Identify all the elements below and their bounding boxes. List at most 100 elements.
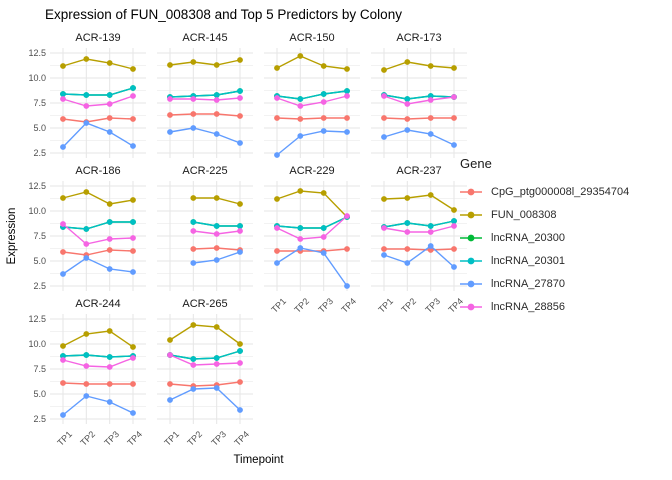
data-point-lncRNA_28856	[83, 241, 90, 247]
data-point-lncRNA_27870	[190, 386, 197, 392]
facet-panel-ACR-186	[50, 181, 146, 291]
legend-swatch-icon	[460, 211, 482, 218]
data-point-FUN_008308	[60, 195, 66, 201]
legend-swatch-icon	[460, 188, 482, 195]
data-point-lncRNA_27870	[106, 129, 113, 135]
data-point-FUN_008308	[404, 195, 411, 201]
data-point-FUN_008308	[130, 344, 136, 350]
legend-swatch-icon	[460, 234, 482, 241]
data-point-lncRNA_28856	[213, 97, 220, 103]
data-point-lncRNA_28856	[130, 93, 136, 99]
data-point-lncRNA_27870	[106, 399, 113, 405]
data-point-CpG_ptg000008l_29354704	[451, 246, 457, 252]
legend-point	[467, 257, 475, 264]
legend-swatch-icon	[460, 257, 482, 264]
data-point-lncRNA_20301	[83, 352, 90, 358]
data-point-CpG_ptg000008l_29354704	[297, 116, 304, 122]
data-point-lncRNA_27870	[344, 283, 350, 289]
series-line-lncRNA_20301	[62, 87, 134, 96]
data-point-lncRNA_27870	[190, 125, 197, 131]
data-point-lncRNA_28856	[237, 360, 243, 366]
data-point-lncRNA_27870	[451, 264, 457, 270]
facet-title-ACR-237: ACR-237	[396, 165, 442, 177]
legend-entry-lncRNA_28856: lncRNA_28856	[460, 295, 670, 318]
y-tick-label: 12.5	[28, 180, 46, 191]
chart-title: Expression of FUN_008308 and Top 5 Predi…	[45, 7, 402, 22]
y-tick-label: 10.0	[28, 205, 46, 216]
data-point-CpG_ptg000008l_29354704	[130, 381, 136, 387]
data-point-CpG_ptg000008l_29354704	[237, 379, 243, 385]
data-point-FUN_008308	[130, 66, 136, 72]
data-point-lncRNA_20301	[320, 225, 327, 231]
data-point-lncRNA_27870	[381, 252, 387, 258]
legend-label: CpG_ptg000008l_29354704	[491, 185, 630, 198]
series-line-lncRNA_27870	[169, 387, 241, 411]
x-tick-label: TP1	[269, 296, 289, 315]
facet-title-ACR-173: ACR-173	[396, 32, 442, 44]
data-point-CpG_ptg000008l_29354704	[106, 247, 113, 253]
legend-point	[467, 234, 475, 241]
data-point-FUN_008308	[344, 66, 350, 72]
series-line-lncRNA_27870	[62, 395, 134, 416]
data-point-FUN_008308	[237, 57, 243, 63]
data-point-lncRNA_20301	[190, 219, 197, 225]
data-point-lncRNA_28856	[106, 236, 113, 242]
x-tick-label: TP2	[399, 296, 419, 315]
data-point-lncRNA_27870	[213, 257, 220, 263]
legend-swatch-icon	[460, 280, 482, 287]
data-point-FUN_008308	[130, 197, 136, 203]
data-point-FUN_008308	[106, 201, 113, 207]
facet-title-ACR-145: ACR-145	[182, 32, 228, 44]
data-point-FUN_008308	[83, 331, 90, 337]
data-point-lncRNA_28856	[190, 96, 197, 102]
legend-label: lncRNA_20301	[491, 254, 565, 267]
series-line-lncRNA_20301	[276, 90, 348, 100]
data-point-lncRNA_28856	[451, 223, 457, 229]
data-point-FUN_008308	[451, 65, 457, 71]
legend-label: FUN_008308	[491, 208, 557, 221]
series-line-CpG_ptg000008l_29354704	[276, 117, 347, 120]
data-point-lncRNA_27870	[237, 140, 243, 146]
x-tick-label: TP4	[339, 296, 359, 315]
y-tick-label: 7.5	[33, 363, 46, 374]
facet-title-ACR-225: ACR-225	[182, 165, 228, 177]
y-tick-label: 10.0	[28, 72, 46, 83]
series-line-FUN_008308	[276, 190, 348, 218]
data-point-lncRNA_27870	[83, 255, 90, 261]
data-point-lncRNA_20301	[297, 96, 304, 102]
data-point-CpG_ptg000008l_29354704	[320, 115, 327, 121]
data-point-FUN_008308	[451, 207, 457, 213]
y-tick-label: 2.5	[33, 413, 46, 424]
series-line-FUN_008308	[383, 61, 455, 71]
data-point-lncRNA_27870	[213, 385, 220, 391]
data-point-lncRNA_28856	[344, 213, 350, 219]
data-point-lncRNA_28856	[381, 225, 387, 231]
data-point-FUN_008308	[381, 196, 387, 202]
data-point-lncRNA_20301	[320, 91, 327, 97]
data-point-lncRNA_28856	[190, 228, 197, 234]
legend-swatch-icon	[460, 303, 482, 310]
data-point-lncRNA_27870	[60, 271, 66, 277]
data-point-lncRNA_20301	[60, 91, 66, 97]
data-point-lncRNA_20301	[213, 355, 220, 361]
data-point-CpG_ptg000008l_29354704	[190, 111, 197, 117]
series-line-lncRNA_20301	[276, 216, 348, 229]
facet-panel-ACR-244	[50, 314, 146, 424]
data-point-FUN_008308	[237, 201, 243, 207]
y-tick-label: 12.5	[28, 313, 46, 324]
data-point-FUN_008308	[213, 324, 220, 330]
data-point-lncRNA_28856	[237, 95, 243, 101]
data-point-CpG_ptg000008l_29354704	[106, 115, 113, 121]
facet-panel-ACR-173	[371, 48, 467, 158]
data-point-lncRNA_27870	[130, 269, 136, 275]
data-point-lncRNA_27870	[427, 243, 434, 249]
series-line-lncRNA_27870	[62, 122, 134, 148]
data-point-lncRNA_28856	[381, 93, 387, 99]
data-point-FUN_008308	[167, 337, 173, 343]
series-line-lncRNA_28856	[62, 95, 134, 107]
series-line-FUN_008308	[169, 324, 241, 345]
data-point-CpG_ptg000008l_29354704	[60, 380, 66, 386]
data-point-FUN_008308	[381, 67, 387, 73]
data-point-lncRNA_28856	[344, 93, 350, 99]
series-line-lncRNA_20301	[169, 350, 241, 360]
